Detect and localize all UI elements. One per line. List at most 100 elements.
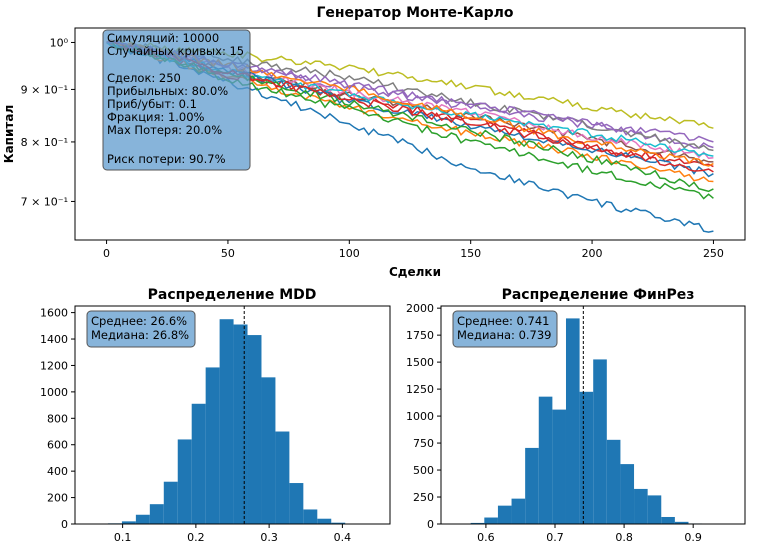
mc-info-line-10: Риск потери: 90.7%: [107, 152, 226, 166]
mdd-bar: [317, 518, 332, 524]
mc-ytick-label: 10⁰: [50, 36, 69, 49]
mdd-ytick-label: 1000: [40, 386, 68, 399]
mdd-bar: [233, 324, 248, 524]
mdd-xtick-label: 0.3: [260, 531, 278, 544]
mc-ticks: 0 50 100 150 200 250 10⁰ 9 × 10⁻¹ 8 × 10⁻¹ 7 × 10…: [21, 36, 724, 260]
fr-ytick-label: 2000: [406, 302, 434, 315]
mdd-bar: [247, 335, 262, 524]
fr-axes-frame: [440, 305, 746, 525]
mc-xlabel: Сделки: [389, 265, 441, 279]
fr-bar: [497, 505, 512, 524]
mc-xtick-label: 250: [703, 247, 724, 260]
mdd-xtick-label: 0.1: [114, 531, 132, 544]
mc-xtick-label: 50: [221, 247, 235, 260]
mc-info-line-6: Приб/убыт: 0.1: [107, 97, 197, 111]
monte-carlo-chart: Генератор Монте-Карло Сделки Капитал 0 50…: [2, 5, 746, 279]
mdd-ytick-label: 1400: [40, 333, 68, 346]
mdd-ytick-label: 200: [47, 492, 68, 505]
mc-info-line-2: Случайных кривых: 15: [107, 44, 244, 58]
fr-xtick-label: 0.8: [615, 531, 633, 544]
fr-xtick-label: 0.9: [684, 531, 702, 544]
finrez-histogram: Распределение ФинРез 0.6 0.7 0.8 0.9 0 250 500…: [406, 287, 746, 544]
mc-xtick-label: 150: [460, 247, 481, 260]
fr-bar: [470, 522, 485, 524]
mdd-bar: [149, 504, 164, 524]
fr-ytick-label: 1250: [406, 383, 434, 396]
chart-title-finrez: Распределение ФинРез: [502, 287, 695, 303]
mdd-histogram: Распределение MDD 0.1 0.2 0.3 0.4 0 200 400 600…: [40, 287, 391, 544]
fr-ytick-label: 500: [413, 464, 434, 477]
fr-ytick-label: 1750: [406, 329, 434, 342]
fr-bar: [593, 359, 607, 524]
mdd-bar: [331, 522, 346, 524]
fr-bar: [674, 521, 689, 524]
mc-ytick-label: 7 × 10⁻¹: [21, 195, 68, 208]
fr-bar: [484, 517, 498, 524]
mdd-bar: [205, 367, 220, 524]
mc-info-line-5: Прибыльных: 80.0%: [107, 84, 228, 98]
fr-bar: [634, 488, 648, 524]
mdd-xtick-label: 0.4: [334, 531, 352, 544]
fr-bar: [552, 409, 566, 524]
mdd-bar: [289, 483, 304, 524]
fr-info-line-2: Медиана: 0.739: [457, 328, 552, 342]
fr-bar: [647, 495, 662, 524]
mc-info-box-bg: [102, 29, 251, 171]
mdd-ytick-label: 1600: [40, 307, 68, 320]
fr-bar: [661, 516, 675, 524]
fr-bar: [620, 464, 635, 524]
mdd-bar: [275, 431, 290, 524]
mdd-ticks: 0.1 0.2 0.3 0.4 0 200 400 600 800 1000 1200 1400 160…: [40, 307, 351, 544]
fr-bar: [579, 391, 594, 524]
fr-ytick-label: 0: [427, 518, 434, 531]
mc-info-line-8: Max Потеря: 20.0%: [107, 123, 222, 137]
mc-info-line-1: Симуляций: 10000: [107, 31, 219, 45]
mc-info-box: Симуляций: 10000 Случайных кривых: 15 Сд…: [102, 29, 251, 171]
mdd-plot-area: [107, 306, 346, 524]
mdd-ytick-label: 400: [47, 465, 68, 478]
fr-xtick-label: 0.6: [477, 531, 495, 544]
fr-bar: [565, 318, 580, 524]
fr-ytick-label: 1500: [406, 356, 434, 369]
fr-plot-area: [470, 306, 703, 524]
mdd-info-box: Среднее: 26.6% Медиана: 26.8%: [86, 310, 196, 348]
mc-xtick-label: 0: [103, 247, 110, 260]
chart-title-mdd: Распределение MDD: [148, 287, 317, 303]
mc-xtick-label: 100: [339, 247, 360, 260]
mdd-bar: [135, 514, 150, 524]
mc-info-line-4: Сделок: 250: [107, 71, 181, 85]
mdd-bar: [163, 481, 178, 524]
mdd-ytick-label: 800: [47, 412, 68, 425]
fr-ytick-label: 250: [413, 491, 434, 504]
mc-ylabel: Капитал: [2, 105, 16, 163]
mc-xtick-label: 200: [582, 247, 603, 260]
mc-ytick-label: 8 × 10⁻¹: [21, 136, 68, 149]
fr-info-line-1: Среднее: 0.741: [457, 314, 549, 328]
mdd-xtick-label: 0.2: [187, 531, 205, 544]
mdd-info-line-2: Медиана: 26.8%: [91, 328, 189, 342]
mc-axes-frame: [74, 27, 746, 241]
fr-bar: [525, 447, 539, 524]
mdd-ytick-label: 600: [47, 439, 68, 452]
mc-info-line-7: Фракция: 1.00%: [107, 110, 205, 124]
mdd-bar: [219, 319, 234, 524]
fr-bar: [511, 498, 526, 524]
mdd-axes-frame: [74, 305, 391, 525]
fr-ticks: 0.6 0.7 0.8 0.9 0 250 500 750 1000 1250 1500 1750 20…: [406, 302, 702, 544]
mdd-info-box-bg: [86, 310, 196, 348]
fr-info-box-bg: [452, 310, 558, 348]
fr-xtick-label: 0.7: [546, 531, 564, 544]
mdd-ytick-label: 0: [61, 518, 68, 531]
mdd-info-line-1: Среднее: 26.6%: [91, 314, 187, 328]
fr-bar: [606, 439, 621, 524]
fr-ytick-label: 1000: [406, 410, 434, 423]
mdd-ytick-label: 1200: [40, 359, 68, 372]
mc-ytick-label: 9 × 10⁻¹: [21, 83, 68, 96]
mdd-bar: [121, 521, 136, 524]
fr-ytick-label: 750: [413, 437, 434, 450]
fr-info-box: Среднее: 0.741 Медиана: 0.739: [452, 310, 558, 348]
mdd-bar: [177, 439, 192, 524]
fr-bar: [538, 396, 553, 524]
mdd-bar: [303, 509, 318, 524]
